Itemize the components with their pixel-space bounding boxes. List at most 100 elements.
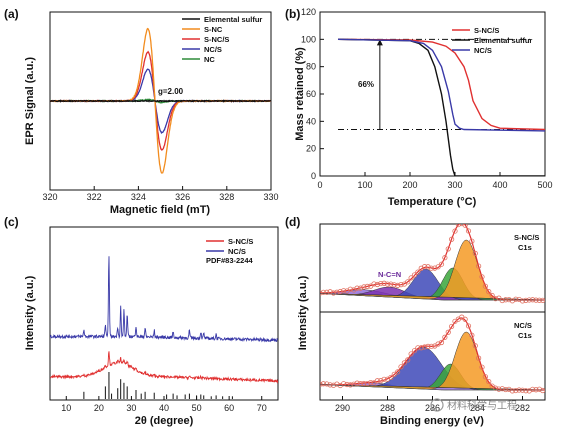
panel-d-bottom-data-point [364,380,370,387]
panel-b-annotation: 66% [358,80,374,89]
panel-d-top-data-point [432,265,438,271]
panel-d-bottom-data-point [415,345,421,351]
panel-d-bottom-data-point [391,371,397,377]
panel-d-bottom-data-point [388,374,394,381]
panel-d-bottom-data-point [503,386,509,393]
panel-d-bottom-data-point [479,364,485,370]
panel-d-bottom-data-point [422,344,428,350]
panel-d-bottom-data-point [540,387,545,394]
panel-d-top-data-point [428,265,434,271]
panel-b-xtick-label: 400 [492,180,507,190]
panel-d-top-data-point [469,238,475,244]
panel-d-bottom-data-point [509,388,515,394]
panel-d-top-data-point [482,283,488,289]
panel-d-top-data-point [438,261,445,267]
panel-c-xtick-label: 60 [224,403,234,413]
panel-d-bottom-data-point [486,378,492,385]
panel-d-bottom-data-point [401,360,407,366]
panel-d-ticks: 290 288 286 284 282 [335,396,530,413]
panel-d-xtick-label: 288 [380,403,395,413]
panel-d-bottom-data-point [536,386,542,392]
panel-d-nc-annotation: N-C=N [378,270,401,279]
panel-d-top-data-point [324,289,330,295]
panel-d-top-baseline [320,293,543,301]
panel-a-legend-label: Elemental sulfur [204,15,262,24]
panel-d-bottom-data-point [442,334,448,340]
panel-d-top-data-point [465,228,472,234]
panel-d-series [320,224,545,394]
panel-d-top-data-point [496,295,502,301]
panel-d-bottom-data-point [361,380,367,387]
panel-c-ylabel: Intensity (a.u.) [24,275,36,350]
panel-b: (b) 0 100 200 300 400 500 0 20 40 60 80 100 120 Temp… [285,7,553,208]
panel-b-ylabel: Mass retained (%) [294,47,306,141]
panel-b-ticks: 0 100 200 300 400 500 0 20 40 60 80 100 120 [301,7,553,190]
panel-d-top-data-point [337,288,343,295]
panel-c-series [50,256,278,399]
panel-a-xtick-label: 326 [175,192,190,202]
panel-d-top-data-point [479,274,485,280]
panel-d-bottom-data-point [320,381,323,387]
panel-d-bottom-data-point [462,316,468,322]
panel-d-bottom-data-point [472,343,478,349]
panel-a-legend-label: NC/S [204,45,222,54]
panel-d-top-data-point [374,281,380,288]
panel-a-legend-label: S-NC [204,25,223,34]
panel-d-top-label-1: S-NC/S [514,233,539,242]
panel-d-bottom-data-point [523,388,529,394]
panel-d-top-data-point [320,290,323,296]
panel-b-guides [338,38,545,131]
panel-d-bottom-baseline [320,384,543,391]
panel-b-ytick-label: 120 [301,7,316,17]
panel-b-legend-label: NC/S [474,46,492,55]
panel-d-top-data-point [391,282,397,288]
panel-d-bottom-data-point [398,364,404,370]
panel-b-ytick-label: 60 [306,89,316,99]
panel-d-bottom-data-point [496,386,502,392]
panel-d-xtick-label: 290 [335,403,350,413]
panel-a-xtick-label: 322 [87,192,102,202]
watermark-icon [430,398,444,412]
panel-b-ytick-label: 20 [306,144,316,154]
panel-d-bottom-data-point [530,386,536,392]
panel-c-legend-label: NC/S [228,247,246,256]
panel-d-bottom-data-point [482,374,488,380]
panel-d-top-data-point [519,298,526,304]
panel-b-xtick-label: 200 [402,180,417,190]
panel-c-xtick-label: 30 [126,403,136,413]
panel-c-legend-label: S-NC/S [228,237,253,246]
panel-d-top-data-point [395,282,401,288]
panel-b-series [337,38,545,176]
panel-d-top-data-point [347,286,353,292]
panel-d-bottom-label-2: C1s [518,331,532,340]
panel-c-xtick-label: 20 [94,403,104,413]
watermark-text: 材料科学与工程 [447,399,517,412]
panel-d-bottom-data-point [465,323,472,329]
panel-d-bottom-data-point [425,343,431,349]
panel-b-ytick-label: 0 [311,171,316,181]
panel-d-ylabel: Intensity (a.u.) [297,275,309,350]
panel-d-top-data-point [371,281,377,287]
panel-b-series-nc-s [337,38,545,132]
panel-a-annotation: g=2.00 [158,87,184,96]
watermark: 材料科学与工程 [430,398,517,412]
panel-d-bottom-data-point [324,381,330,387]
panel-d-top-data-point [516,296,522,303]
panel-d-xlabel: Binding energy (eV) [380,415,484,427]
panel-d-bottom-data-point [513,387,519,394]
panel-d-top-data-point [486,289,492,295]
panel-d-bottom-data-point [378,378,384,384]
panel-d-bottom-data-point [354,380,360,386]
panel-d-top-data-point [378,280,384,287]
panel-d-top-data-point [513,296,519,302]
panel-d-bottom-data-point [476,355,482,361]
panel-d-xtick-label: 284 [470,403,485,413]
panel-d-top-data-point [398,282,404,288]
panel-d-top-data-point [435,264,441,270]
panel-d-top-data-point [415,269,421,275]
panel-d-bottom-data-point [408,351,414,357]
panel-a-series [50,27,271,174]
panel-d-bottom-label-1: NC/S [514,321,532,330]
panel-c-xtick-label: 40 [159,403,169,413]
